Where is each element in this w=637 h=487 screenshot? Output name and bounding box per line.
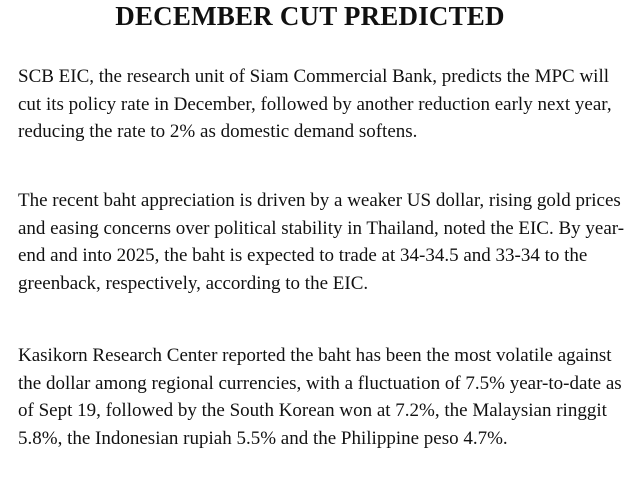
paragraph-baht-appreciation: The recent baht appreciation is driven b… <box>18 190 625 294</box>
headline: DECEMBER CUT PREDICTED <box>115 1 505 31</box>
paragraph-scb-eic-forecast: SCB EIC, the research unit of Siam Comme… <box>18 66 612 142</box>
paragraph-kasikorn-volatility: Kasikorn Research Center reported the ba… <box>18 345 622 449</box>
article: DECEMBER CUT PREDICTED SCB EIC, the rese… <box>18 0 635 449</box>
